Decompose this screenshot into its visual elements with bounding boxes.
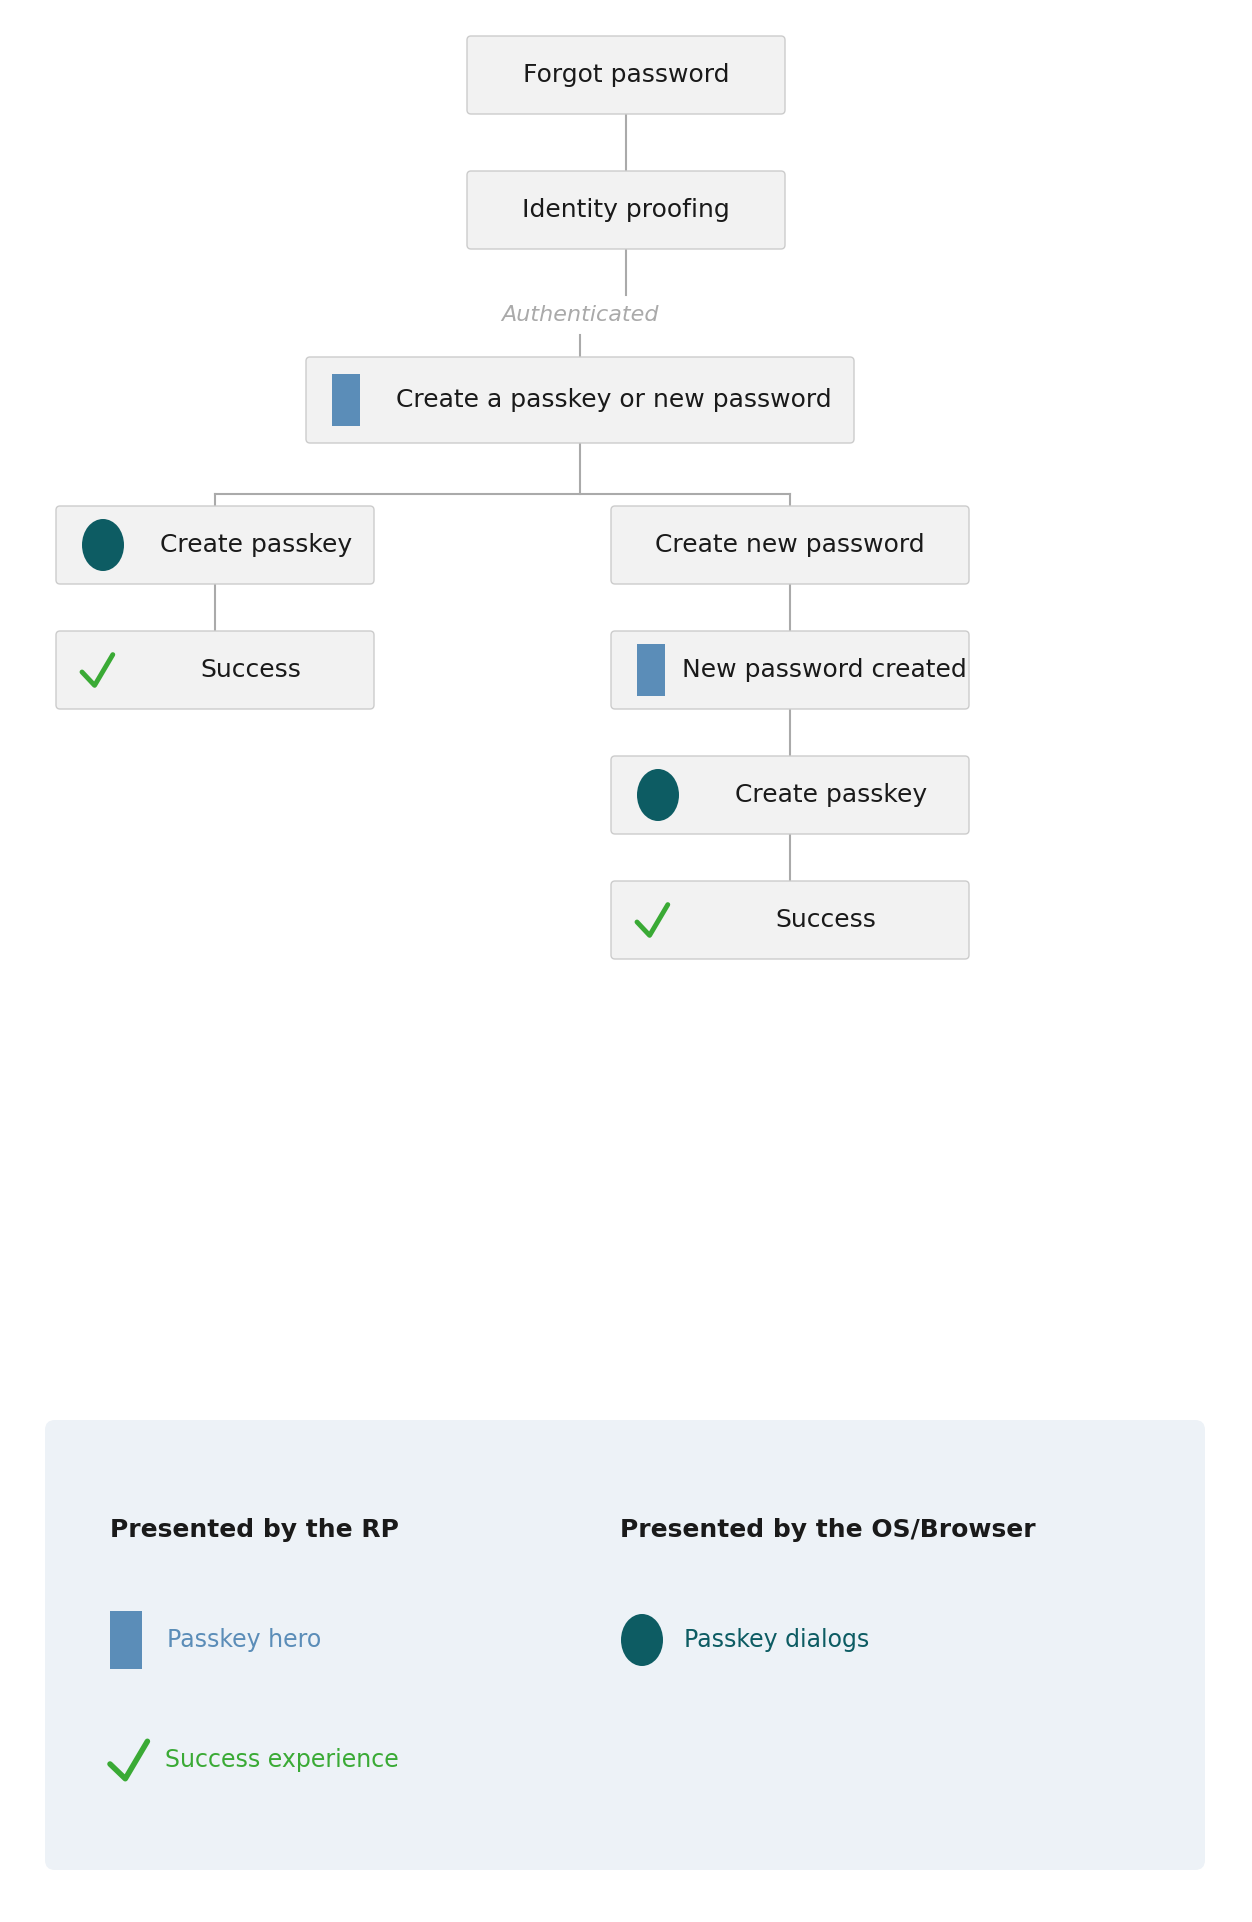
FancyBboxPatch shape: [637, 644, 665, 696]
Text: Passkey hero: Passkey hero: [167, 1628, 322, 1653]
FancyBboxPatch shape: [611, 505, 969, 584]
Text: New password created: New password created: [681, 657, 967, 682]
FancyBboxPatch shape: [110, 1611, 141, 1668]
Text: Create passkey: Create passkey: [735, 782, 926, 807]
Text: Identity proofing: Identity proofing: [522, 198, 730, 223]
Text: Success experience: Success experience: [165, 1747, 399, 1772]
FancyBboxPatch shape: [56, 630, 374, 709]
Text: Create passkey: Create passkey: [160, 532, 352, 557]
Text: Success: Success: [775, 907, 876, 932]
Text: Passkey dialogs: Passkey dialogs: [684, 1628, 869, 1653]
FancyBboxPatch shape: [332, 375, 361, 427]
Ellipse shape: [621, 1614, 664, 1666]
Text: Create new password: Create new password: [655, 532, 925, 557]
FancyBboxPatch shape: [611, 630, 969, 709]
Text: Create a passkey or new password: Create a passkey or new password: [396, 388, 831, 411]
FancyBboxPatch shape: [467, 37, 785, 113]
FancyBboxPatch shape: [305, 357, 854, 442]
Text: Forgot password: Forgot password: [523, 63, 729, 86]
Text: Presented by the OS/Browser: Presented by the OS/Browser: [620, 1518, 1035, 1541]
Text: Presented by the RP: Presented by the RP: [110, 1518, 399, 1541]
Text: Success: Success: [200, 657, 300, 682]
FancyBboxPatch shape: [56, 505, 374, 584]
FancyBboxPatch shape: [45, 1420, 1204, 1870]
FancyBboxPatch shape: [467, 171, 785, 250]
FancyBboxPatch shape: [611, 755, 969, 834]
Ellipse shape: [81, 519, 124, 571]
FancyBboxPatch shape: [611, 880, 969, 959]
Ellipse shape: [637, 769, 679, 821]
Text: Authenticated: Authenticated: [501, 306, 659, 325]
